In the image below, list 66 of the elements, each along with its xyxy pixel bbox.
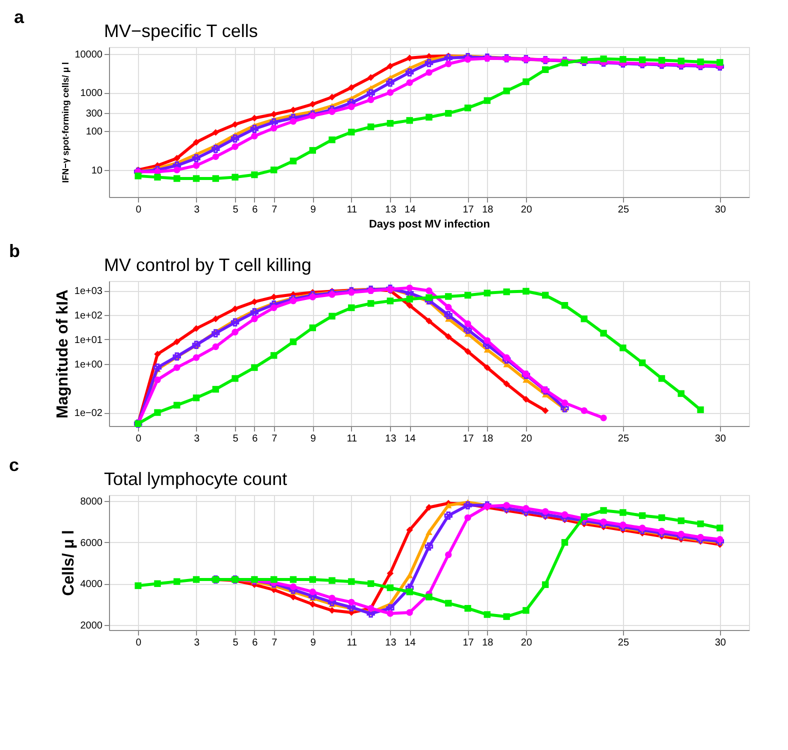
x-tick-label: 30: [714, 204, 726, 216]
y-tick-label: 4000: [80, 579, 103, 590]
x-tick-label: 6: [252, 638, 258, 648]
x-tick-label: 9: [310, 204, 316, 216]
x-tick-label: 13: [385, 434, 397, 444]
chart-title: Total lymphocyte count: [104, 469, 288, 489]
y-tick-label: 1e−02: [74, 408, 103, 420]
x-tick-label: 0: [136, 204, 142, 216]
x-tick-label: 11: [346, 638, 358, 648]
text: c: [9, 455, 20, 475]
x-tick-label: 18: [482, 204, 494, 216]
x-tick-label: 13: [385, 204, 397, 216]
x-tick-label: 5: [232, 204, 239, 216]
x-tick-label: 14: [404, 434, 416, 444]
x-tick-label: 6: [252, 434, 258, 444]
x-tick-label: 0: [136, 434, 142, 444]
y-tick-label: 6000: [80, 538, 103, 549]
x-tick-label: 17: [462, 638, 474, 648]
x-tick-label: 30: [714, 638, 726, 648]
y-tick-label: 1e+02: [74, 310, 103, 322]
x-tick-label: 7: [272, 638, 278, 648]
y-tick-label: 1e+00: [74, 359, 103, 370]
x-tick-label: 20: [520, 638, 532, 648]
text: b: [9, 241, 20, 261]
x-tick-label: 7: [272, 434, 278, 444]
x-axis-title: Days post MV infection: [368, 218, 490, 230]
x-tick-label: 18: [482, 638, 494, 648]
x-tick-label: 3: [194, 638, 200, 648]
y-axis-title: Magnitude of kIA: [54, 289, 72, 418]
x-tick-label: 9: [310, 434, 316, 444]
x-tick-label: 11: [346, 434, 358, 444]
x-tick-label: 3: [194, 434, 200, 444]
y-axis-title: IFN−γ spot-forming cells/ μ l: [60, 62, 71, 183]
x-tick-label: 0: [136, 638, 142, 648]
y-tick-label: 300: [86, 108, 103, 120]
x-tick-label: 5: [232, 434, 239, 444]
x-tick-label: 25: [618, 204, 630, 216]
x-tick-label: 18: [482, 434, 494, 444]
y-tick-label: 1e+03: [74, 286, 103, 298]
y-tick-label: 1000: [80, 88, 103, 100]
x-tick-label: 17: [462, 204, 474, 216]
y-tick-label: 8000: [80, 496, 103, 508]
x-tick-label: 25: [618, 638, 630, 648]
x-tick-label: 17: [462, 434, 474, 444]
x-tick-label: 20: [520, 434, 532, 444]
x-tick-label: 11: [346, 204, 358, 216]
y-tick-label: 1e+01: [74, 334, 103, 346]
y-tick-label: 100: [86, 126, 103, 138]
x-tick-label: 25: [618, 434, 630, 444]
y-tick-label: 2000: [80, 620, 103, 632]
chart-title: MV control by T cell killing: [104, 255, 312, 275]
x-tick-label: 30: [714, 434, 726, 444]
chart-title: MV−specific T cells: [104, 21, 258, 41]
x-tick-label: 5: [232, 638, 239, 648]
y-tick-label: 10000: [74, 49, 103, 60]
text: a: [14, 7, 25, 27]
x-tick-label: 6: [252, 204, 258, 216]
x-tick-label: 7: [272, 204, 278, 216]
x-tick-label: 20: [520, 204, 532, 216]
y-tick-label: 10: [91, 165, 103, 176]
x-tick-label: 3: [194, 204, 200, 216]
x-tick-label: 13: [385, 638, 397, 648]
x-tick-label: 14: [404, 204, 416, 216]
y-axis-title: Cells/ μ l: [60, 530, 78, 596]
x-tick-label: 9: [310, 638, 316, 648]
x-tick-label: 14: [404, 638, 416, 648]
